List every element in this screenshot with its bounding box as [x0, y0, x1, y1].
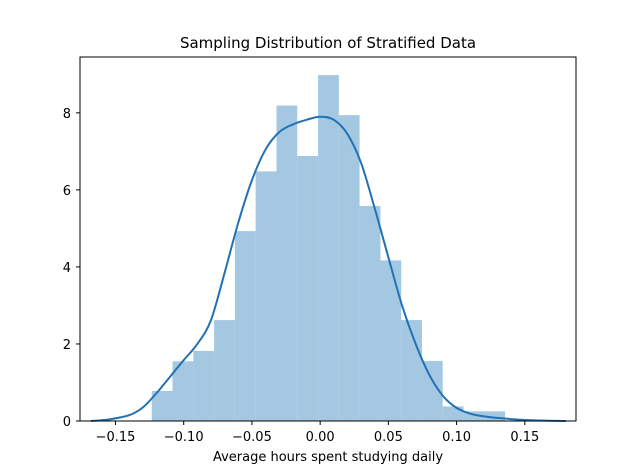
histogram-bar — [421, 360, 443, 421]
y-tick-label: 8 — [63, 107, 71, 122]
x-axis-label: Average hours spent studying daily — [213, 450, 443, 465]
histogram-bar — [255, 171, 277, 421]
y-tick-label: 2 — [63, 338, 71, 353]
histogram-bar — [214, 320, 235, 421]
y-axis-ticks: 0 2 4 6 8 — [63, 107, 80, 430]
x-tick-label: 0.00 — [306, 430, 335, 445]
plot-area: −0.15 −0.10 −0.05 0.00 0.05 0.10 0.15 0 2 4 6 8 — [63, 56, 577, 445]
histogram-bar — [338, 115, 360, 421]
kde-curve — [90, 115, 566, 422]
histogram-bar — [234, 231, 256, 421]
x-axis-ticks: −0.15 −0.10 −0.05 0.00 0.05 0.10 0.15 — [96, 421, 539, 445]
histogram-bar — [193, 350, 215, 421]
histogram-bar — [380, 260, 402, 421]
x-tick-label: −0.10 — [164, 430, 204, 445]
x-tick-label: −0.15 — [96, 430, 136, 445]
histogram-bar — [297, 155, 319, 422]
x-tick-label: −0.05 — [232, 430, 272, 445]
histogram-bars — [151, 75, 506, 422]
y-tick-label: 6 — [63, 184, 71, 199]
histogram-bar — [463, 411, 485, 421]
histogram-bar — [484, 411, 506, 421]
y-tick-label: 4 — [63, 261, 71, 276]
histogram-bar — [151, 390, 173, 421]
x-tick-label: 0.15 — [510, 430, 539, 445]
histogram-bar — [359, 206, 381, 421]
histogram-bar — [172, 361, 194, 421]
y-tick-label: 0 — [63, 415, 71, 430]
histogram-bar — [442, 406, 464, 421]
x-tick-label: 0.10 — [442, 430, 471, 445]
plot-frame — [79, 56, 577, 422]
chart-title: Sampling Distribution of Stratified Data — [180, 34, 476, 52]
histogram-bar — [318, 75, 339, 421]
histogram-bar — [276, 105, 298, 421]
x-tick-label: 0.05 — [374, 430, 403, 445]
